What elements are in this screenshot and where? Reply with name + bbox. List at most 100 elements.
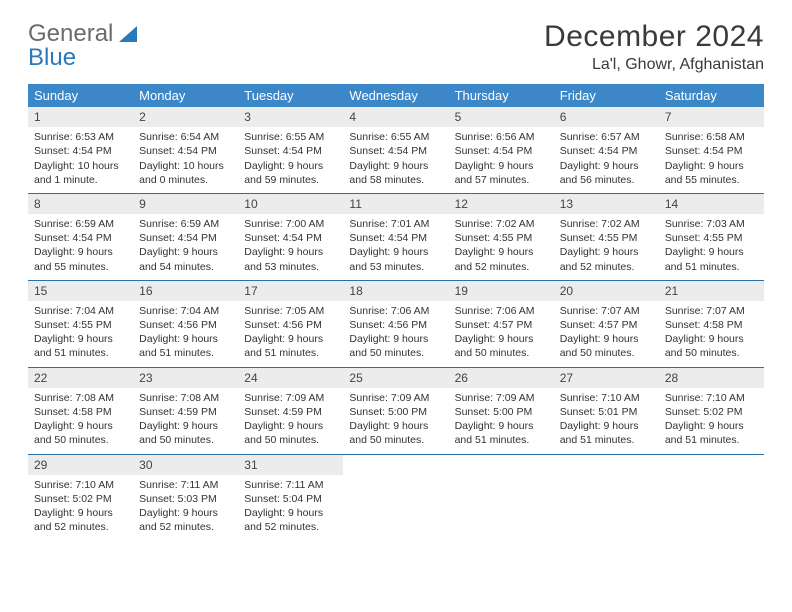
calendar-day-cell: 2Sunrise: 6:54 AMSunset: 4:54 PMDaylight… [133,107,238,193]
page-title: December 2024 [544,20,764,54]
daylight-line: Daylight: 9 hours and 52 minutes. [34,507,113,533]
day-number: 1 [28,107,133,127]
day-details: Sunrise: 7:10 AMSunset: 5:02 PMDaylight:… [659,388,764,454]
day-number: 19 [449,281,554,301]
location-label: La'l, Ghowr, Afghanistan [544,56,764,74]
daylight-line: Daylight: 9 hours and 56 minutes. [560,160,639,186]
day-number: 8 [28,194,133,214]
day-number: 14 [659,194,764,214]
sunset-line: Sunset: 4:57 PM [560,319,638,331]
daylight-line: Daylight: 9 hours and 52 minutes. [455,246,534,272]
daylight-line: Daylight: 9 hours and 58 minutes. [349,160,428,186]
sunrise-line: Sunrise: 7:09 AM [244,392,324,404]
sunset-line: Sunset: 5:00 PM [455,406,533,418]
sunrise-line: Sunrise: 7:04 AM [34,305,114,317]
daylight-line: Daylight: 9 hours and 50 minutes. [349,333,428,359]
sunrise-line: Sunrise: 7:06 AM [455,305,535,317]
title-block: December 2024 La'l, Ghowr, Afghanistan [544,20,764,74]
day-number: 28 [659,368,764,388]
day-number: 10 [238,194,343,214]
sunrise-line: Sunrise: 6:58 AM [665,131,745,143]
day-details: Sunrise: 7:09 AMSunset: 5:00 PMDaylight:… [343,388,448,454]
daylight-line: Daylight: 9 hours and 50 minutes. [244,420,323,446]
calendar-day-cell: 25Sunrise: 7:09 AMSunset: 5:00 PMDayligh… [343,367,448,454]
sunrise-line: Sunrise: 7:10 AM [34,479,114,491]
day-details: Sunrise: 6:56 AMSunset: 4:54 PMDaylight:… [449,127,554,193]
day-number: 29 [28,455,133,475]
day-details: Sunrise: 7:04 AMSunset: 4:56 PMDaylight:… [133,301,238,367]
day-number: 13 [554,194,659,214]
weekday-header: Wednesday [343,84,448,107]
calendar-week-row: 15Sunrise: 7:04 AMSunset: 4:55 PMDayligh… [28,280,764,367]
day-number: 17 [238,281,343,301]
sunrise-line: Sunrise: 7:08 AM [34,392,114,404]
sunrise-line: Sunrise: 6:57 AM [560,131,640,143]
daylight-line: Daylight: 9 hours and 55 minutes. [665,160,744,186]
day-details: Sunrise: 7:02 AMSunset: 4:55 PMDaylight:… [449,214,554,280]
daylight-line: Daylight: 9 hours and 55 minutes. [34,246,113,272]
sunset-line: Sunset: 4:54 PM [244,145,322,157]
calendar-day-cell: 11Sunrise: 7:01 AMSunset: 4:54 PMDayligh… [343,193,448,280]
daylight-line: Daylight: 9 hours and 59 minutes. [244,160,323,186]
sunset-line: Sunset: 4:54 PM [139,232,217,244]
day-number: 7 [659,107,764,127]
daylight-line: Daylight: 10 hours and 0 minutes. [139,160,224,186]
calendar-day-cell: 3Sunrise: 6:55 AMSunset: 4:54 PMDaylight… [238,107,343,193]
sunset-line: Sunset: 4:54 PM [665,145,743,157]
calendar-week-row: 29Sunrise: 7:10 AMSunset: 5:02 PMDayligh… [28,454,764,540]
day-number: 9 [133,194,238,214]
day-details: Sunrise: 6:58 AM Sunset: 4:54 PM Daylight:… [659,127,764,193]
day-number: 30 [133,455,238,475]
daylight-line: Daylight: 9 hours and 50 minutes. [139,420,218,446]
day-number: 26 [449,368,554,388]
daylight-line: Daylight: 9 hours and 50 minutes. [455,333,534,359]
calendar-day-cell: 22Sunrise: 7:08 AMSunset: 4:58 PMDayligh… [28,367,133,454]
day-details: Sunrise: 7:03 AMSunset: 4:55 PMDaylight:… [659,214,764,280]
day-details: Sunrise: 6:53 AMSunset: 4:54 PMDaylight:… [28,127,133,193]
sunrise-line: Sunrise: 7:04 AM [139,305,219,317]
daylight-line: Daylight: 9 hours and 51 minutes. [34,333,113,359]
day-number: 23 [133,368,238,388]
day-details: Sunrise: 7:09 AMSunset: 5:00 PMDaylight:… [449,388,554,454]
sunrise-line: Sunrise: 6:59 AM [34,218,114,230]
day-number: 5 [449,107,554,127]
sail-icon [117,24,139,44]
day-details: Sunrise: 6:57 AMSunset: 4:54 PMDaylight:… [554,127,659,193]
sunrise-line: Sunrise: 7:09 AM [455,392,535,404]
calendar-day-cell: 27Sunrise: 7:10 AMSunset: 5:01 PMDayligh… [554,367,659,454]
day-details: Sunrise: 7:09 AMSunset: 4:59 PMDaylight:… [238,388,343,454]
sunrise-line: Sunrise: 7:11 AM [244,479,323,491]
sunrise-line: Sunrise: 7:01 AM [349,218,429,230]
sunset-line: Sunset: 4:55 PM [665,232,743,244]
calendar-day-cell: 4Sunrise: 6:55 AMSunset: 4:54 PMDaylight… [343,107,448,193]
calendar-day-cell: 28Sunrise: 7:10 AMSunset: 5:02 PMDayligh… [659,367,764,454]
daylight-line: Daylight: 9 hours and 50 minutes. [34,420,113,446]
daylight-line: Daylight: 9 hours and 52 minutes. [139,507,218,533]
sunset-line: Sunset: 4:54 PM [349,232,427,244]
day-details: Sunrise: 6:55 AMSunset: 4:54 PMDaylight:… [343,127,448,193]
sunset-line: Sunset: 4:58 PM [665,319,743,331]
day-number: 3 [238,107,343,127]
day-details: Sunrise: 7:10 AMSunset: 5:02 PMDaylight:… [28,475,133,541]
calendar-week-row: 22Sunrise: 7:08 AMSunset: 4:58 PMDayligh… [28,367,764,454]
day-details: Sunrise: 7:11 AMSunset: 5:04 PMDaylight:… [238,475,343,541]
calendar-table: SundayMondayTuesdayWednesdayThursdayFrid… [28,84,764,540]
sunset-line: Sunset: 5:00 PM [349,406,427,418]
daylight-line: Daylight: 9 hours and 52 minutes. [560,246,639,272]
calendar-day-cell: 1Sunrise: 6:53 AMSunset: 4:54 PMDaylight… [28,107,133,193]
sunrise-line: Sunrise: 7:05 AM [244,305,324,317]
sunrise-line: Sunrise: 7:02 AM [560,218,640,230]
sunset-line: Sunset: 4:57 PM [455,319,533,331]
calendar-day-cell: 29Sunrise: 7:10 AMSunset: 5:02 PMDayligh… [28,454,133,540]
daylight-line: Daylight: 10 hours and 1 minute. [34,160,119,186]
weekday-header: Thursday [449,84,554,107]
day-number: 27 [554,368,659,388]
day-number: 11 [343,194,448,214]
calendar-day-cell: 23Sunrise: 7:08 AMSunset: 4:59 PMDayligh… [133,367,238,454]
sunset-line: Sunset: 4:54 PM [139,145,217,157]
day-details: Sunrise: 7:10 AMSunset: 5:01 PMDaylight:… [554,388,659,454]
weekday-header: Saturday [659,84,764,107]
sunrise-line: Sunrise: 7:09 AM [349,392,429,404]
day-number: 16 [133,281,238,301]
daylight-line: Daylight: 9 hours and 51 minutes. [560,420,639,446]
